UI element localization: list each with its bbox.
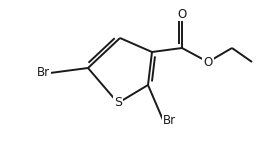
Text: O: O [203, 55, 213, 69]
Text: Br: Br [163, 113, 176, 126]
Text: Br: Br [37, 67, 50, 79]
Text: S: S [114, 96, 122, 109]
Text: O: O [177, 7, 187, 20]
